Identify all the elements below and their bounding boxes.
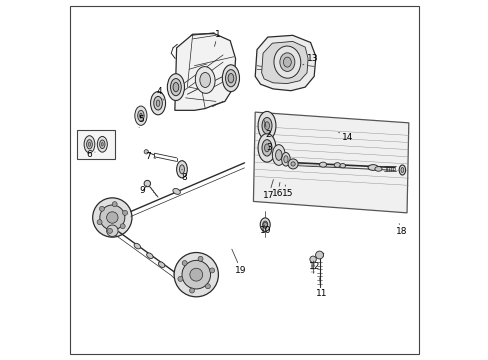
- Ellipse shape: [138, 111, 144, 121]
- Ellipse shape: [86, 140, 92, 149]
- Text: 2: 2: [264, 121, 270, 139]
- Ellipse shape: [260, 218, 270, 231]
- Ellipse shape: [400, 167, 403, 172]
- Ellipse shape: [262, 221, 267, 228]
- Circle shape: [174, 252, 218, 297]
- Ellipse shape: [281, 153, 290, 166]
- Ellipse shape: [84, 136, 95, 153]
- Circle shape: [120, 224, 125, 229]
- Ellipse shape: [158, 262, 164, 267]
- Ellipse shape: [200, 72, 210, 87]
- Ellipse shape: [88, 142, 90, 147]
- Ellipse shape: [319, 162, 326, 167]
- Circle shape: [100, 205, 124, 230]
- Ellipse shape: [225, 69, 236, 87]
- Circle shape: [122, 210, 127, 215]
- Circle shape: [106, 225, 118, 237]
- Bar: [77, 130, 115, 158]
- Ellipse shape: [283, 57, 291, 67]
- Circle shape: [189, 268, 203, 281]
- Ellipse shape: [258, 111, 275, 140]
- Circle shape: [182, 260, 210, 289]
- Ellipse shape: [100, 140, 105, 149]
- Polygon shape: [175, 33, 235, 111]
- Ellipse shape: [222, 65, 239, 91]
- Text: 14: 14: [338, 132, 353, 141]
- Text: 10: 10: [260, 225, 271, 235]
- Polygon shape: [255, 35, 315, 91]
- Circle shape: [144, 150, 148, 154]
- Circle shape: [287, 159, 298, 169]
- Text: 16: 16: [271, 183, 283, 198]
- Ellipse shape: [156, 100, 160, 107]
- Text: 18: 18: [395, 224, 407, 236]
- Text: 1: 1: [214, 30, 220, 46]
- Circle shape: [205, 284, 210, 289]
- Ellipse shape: [101, 143, 103, 146]
- Ellipse shape: [150, 91, 165, 115]
- Ellipse shape: [173, 189, 180, 194]
- Circle shape: [144, 180, 150, 187]
- Circle shape: [178, 276, 183, 282]
- Circle shape: [112, 202, 117, 207]
- Ellipse shape: [279, 53, 294, 71]
- Ellipse shape: [398, 165, 405, 175]
- Ellipse shape: [170, 78, 181, 96]
- Circle shape: [182, 261, 187, 266]
- Ellipse shape: [264, 122, 269, 130]
- Text: 17: 17: [263, 180, 274, 199]
- Ellipse shape: [179, 165, 184, 174]
- Circle shape: [198, 256, 203, 261]
- Ellipse shape: [262, 117, 271, 134]
- Ellipse shape: [195, 67, 215, 93]
- Circle shape: [106, 212, 118, 223]
- Ellipse shape: [258, 134, 275, 162]
- Ellipse shape: [283, 156, 287, 163]
- Circle shape: [290, 162, 295, 166]
- Ellipse shape: [167, 74, 184, 100]
- Text: 15: 15: [281, 185, 292, 198]
- Ellipse shape: [333, 163, 340, 167]
- Ellipse shape: [264, 144, 269, 152]
- Text: 19: 19: [231, 249, 246, 275]
- Text: 8: 8: [181, 169, 186, 182]
- Circle shape: [209, 268, 214, 273]
- Ellipse shape: [146, 253, 153, 258]
- Text: 4: 4: [156, 87, 163, 100]
- Ellipse shape: [262, 140, 271, 156]
- Ellipse shape: [273, 46, 300, 78]
- Polygon shape: [261, 41, 307, 84]
- Ellipse shape: [173, 82, 179, 92]
- Ellipse shape: [374, 167, 381, 171]
- Ellipse shape: [227, 73, 233, 83]
- Ellipse shape: [176, 161, 187, 178]
- Circle shape: [315, 251, 323, 259]
- Ellipse shape: [339, 163, 345, 168]
- Ellipse shape: [135, 106, 147, 125]
- Text: 6: 6: [86, 150, 95, 159]
- Text: 9: 9: [140, 186, 146, 195]
- Ellipse shape: [272, 145, 285, 165]
- Polygon shape: [253, 112, 408, 213]
- Text: 12: 12: [308, 261, 319, 271]
- Ellipse shape: [140, 113, 142, 118]
- Circle shape: [93, 198, 132, 237]
- Circle shape: [189, 288, 194, 293]
- Ellipse shape: [367, 165, 377, 170]
- Ellipse shape: [275, 150, 282, 160]
- Ellipse shape: [134, 243, 140, 249]
- Text: 5: 5: [138, 116, 143, 127]
- Ellipse shape: [97, 136, 107, 152]
- Text: 7: 7: [145, 152, 155, 161]
- Text: 3: 3: [266, 143, 275, 152]
- Circle shape: [107, 228, 112, 233]
- Text: 13: 13: [302, 54, 318, 65]
- Circle shape: [309, 256, 316, 262]
- Ellipse shape: [153, 96, 162, 110]
- Circle shape: [97, 220, 102, 225]
- Circle shape: [99, 206, 104, 211]
- Text: 11: 11: [315, 278, 326, 298]
- Circle shape: [263, 222, 267, 227]
- Polygon shape: [315, 253, 323, 257]
